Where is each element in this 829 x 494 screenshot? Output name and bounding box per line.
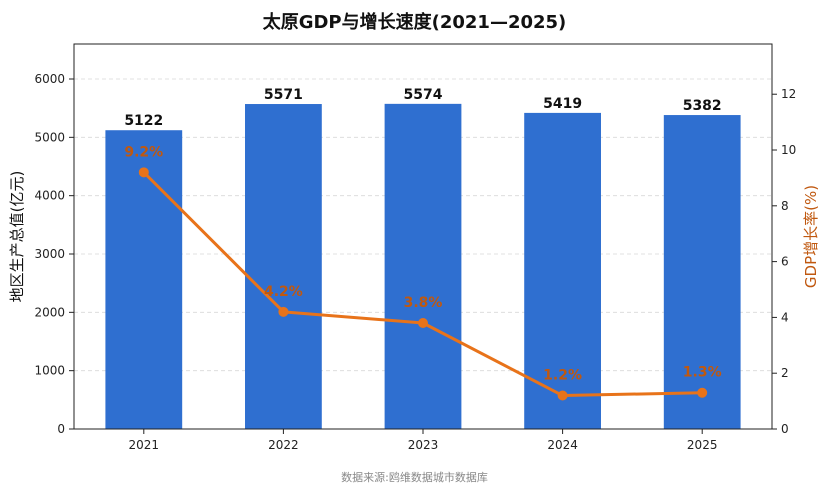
x-tick-label: 2024: [547, 438, 578, 452]
right-axis-title: GDP增长率(%): [802, 185, 820, 288]
growth-value-label: 4.2%: [264, 284, 303, 300]
right-tick-label: 2: [781, 366, 789, 380]
left-axis-title: 地区生产总值(亿元): [8, 171, 26, 303]
bar-2025: [663, 115, 741, 430]
bar-2021: [105, 130, 183, 429]
bar-series: [105, 103, 741, 430]
right-tick-label: 0: [781, 422, 789, 436]
left-tick-label: 0: [57, 422, 65, 436]
growth-value-label: 3.8%: [404, 295, 443, 311]
left-tick-label: 2000: [34, 305, 65, 319]
growth-value-label: 1.3%: [683, 365, 722, 381]
growth-point-2021: [138, 167, 149, 178]
x-tick-label: 2025: [687, 438, 718, 452]
right-tick-label: 12: [781, 87, 796, 101]
source-note: 数据来源:鸥维数据城市数据库: [341, 471, 488, 484]
left-tick-label: 6000: [34, 72, 65, 86]
bar-value-label: 5574: [404, 87, 443, 103]
x-tick-label: 2022: [268, 438, 299, 452]
bar-value-label: 5419: [543, 96, 582, 112]
right-tick-label: 10: [781, 143, 796, 157]
chart-title: 太原GDP与增长速度(2021—2025): [262, 12, 567, 33]
data-labels: 5122 5571 5574 5419 5382 9.2% 4.2% 3.8% 1.2% 1.3%: [124, 87, 721, 384]
left-tick-label: 5000: [34, 130, 65, 144]
growth-value-label: 9.2%: [124, 144, 163, 160]
bar-2024: [524, 112, 601, 430]
line-series: [138, 167, 708, 401]
growth-point-2023: [418, 317, 428, 328]
x-tick-label: 2021: [129, 438, 160, 452]
left-tick-label: 3000: [34, 247, 65, 261]
left-tick-label: 1000: [34, 364, 65, 378]
right-tick-label: 8: [781, 199, 789, 213]
bar-value-label: 5571: [264, 87, 303, 103]
bar-2023: [384, 103, 462, 429]
bar-2022: [245, 104, 322, 430]
right-tick-label: 6: [781, 255, 789, 269]
right-tick-label: 4: [781, 310, 789, 324]
axes: 0 1000 2000 3000 4000 5000 6000 0 2 4 6 8 10 12 2021 20…: [8, 43, 820, 452]
left-tick-label: 4000: [34, 189, 65, 203]
growth-point-2025: [697, 387, 708, 398]
grid-lines: [74, 78, 772, 372]
x-tick-label: 2023: [408, 438, 439, 452]
growth-point-2022: [278, 306, 289, 317]
bar-value-label: 5382: [683, 98, 722, 114]
bar-value-label: 5122: [124, 113, 163, 129]
growth-point-2024: [557, 390, 568, 401]
growth-value-label: 1.2%: [543, 368, 582, 384]
